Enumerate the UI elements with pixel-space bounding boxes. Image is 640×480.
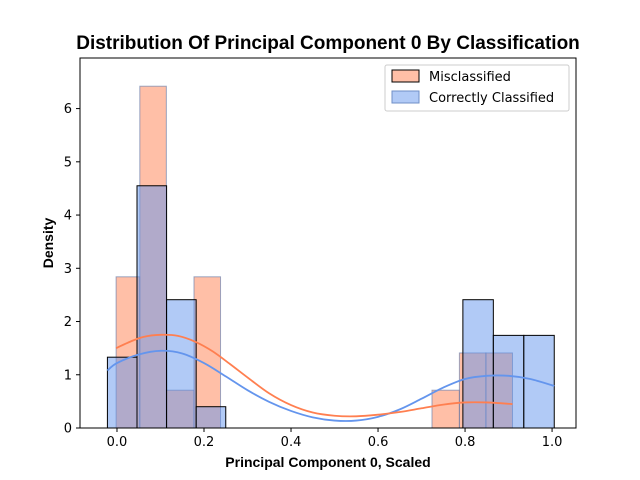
legend: Misclassified Correctly Classified [384, 64, 570, 112]
x-tick-label: 1.0 [542, 435, 563, 450]
y-tick-label: 5 [64, 155, 72, 170]
y-axis-ticks: 0 1 2 3 4 5 6 [64, 102, 80, 437]
bar-correctly-classified-4 [462, 299, 494, 429]
y-tick-label: 6 [64, 102, 72, 117]
legend-label-misclassified: Misclassified [429, 70, 511, 85]
legend-label-correctly-classified: Correctly Classified [429, 91, 554, 106]
axes-frame [79, 57, 577, 429]
legend-box [384, 64, 570, 112]
bar-correctly-classified-0 [106, 356, 138, 429]
bar-correctly-classified-3 [195, 406, 227, 429]
bar-misclassified-3 [193, 276, 222, 429]
x-axis-label: Principal Component 0, Scaled [225, 454, 430, 470]
bar-correctly-classified-1 [136, 185, 168, 429]
kde-line-correctly-classified [106, 349, 555, 422]
bar-misclassified-4 [431, 389, 460, 429]
legend-swatch-misclassified [391, 69, 420, 83]
x-tick-label: 0.6 [368, 435, 389, 450]
legend-swatch-correctly-classified [391, 90, 420, 104]
bar-correctly-classified-5 [492, 334, 525, 429]
kde-line-misclassified [115, 333, 513, 418]
y-axis-label: Density [40, 218, 56, 269]
x-tick-label: 0.0 [107, 435, 128, 450]
y-tick-label: 4 [64, 209, 72, 224]
y-tick-label: 0 [64, 422, 72, 437]
x-tick-label: 0.2 [194, 435, 215, 450]
bar-correctly-classified-2 [166, 299, 197, 429]
x-tick-label: 0.8 [455, 435, 476, 450]
x-axis-ticks: 0.0 0.2 0.4 0.6 0.8 1.0 [107, 428, 563, 450]
y-tick-label: 2 [64, 315, 72, 330]
chart-title: Distribution Of Principal Component 0 By… [76, 33, 580, 54]
plot-area [106, 85, 555, 429]
x-tick-label: 0.4 [281, 435, 302, 450]
y-tick-label: 3 [64, 262, 72, 277]
y-tick-label: 1 [64, 368, 72, 383]
